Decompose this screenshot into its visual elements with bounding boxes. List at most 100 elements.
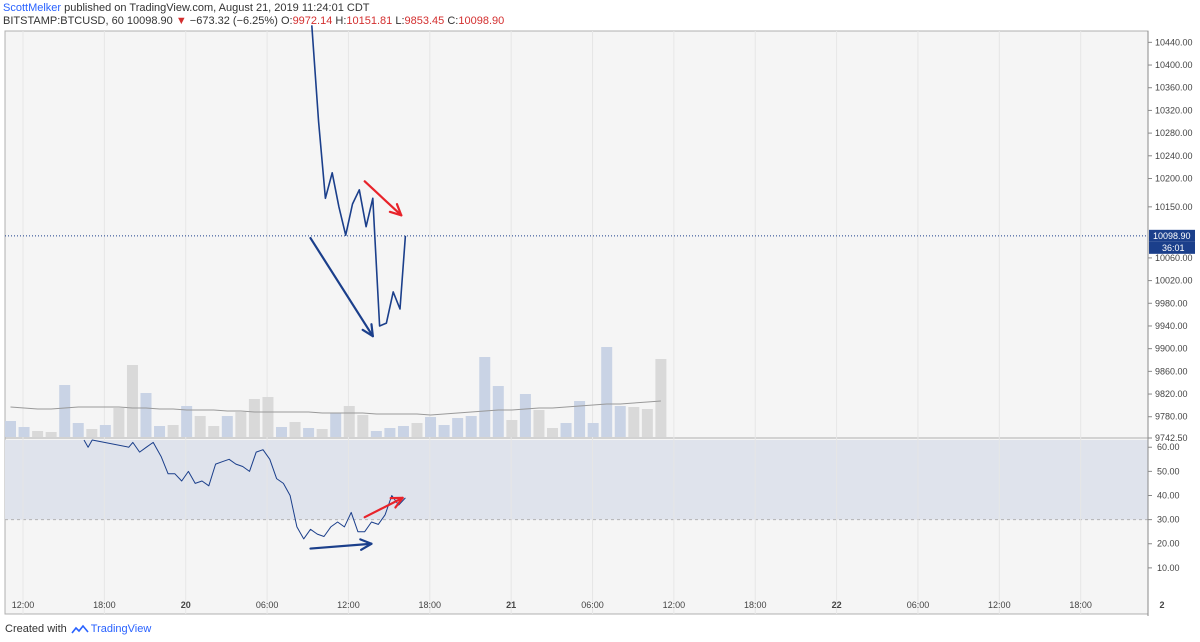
time-tick-label: 22	[832, 600, 842, 610]
volume-bar	[519, 394, 531, 437]
price-tick-label: 10440.00	[1155, 37, 1193, 47]
time-tick-label: 18:00	[419, 600, 442, 610]
low-label: L:	[395, 15, 405, 27]
volume-bar	[370, 431, 382, 437]
volume-bar	[181, 406, 193, 437]
high-label: H:	[335, 15, 347, 27]
volume-bar	[465, 416, 477, 437]
volume-bar	[357, 415, 369, 437]
price-line	[311, 25, 407, 327]
volume-bar	[655, 359, 667, 437]
price-tick-label: 10060.00	[1155, 253, 1193, 263]
open-label: O:	[280, 15, 293, 27]
volume-bar	[330, 413, 342, 437]
price-tick-label: 9820.00	[1155, 389, 1188, 399]
price-tick-label: 9900.00	[1155, 344, 1188, 354]
symbol-label: BITSTAMP:BTCUSD, 60	[3, 15, 124, 27]
open-value: 9972.14	[292, 15, 333, 27]
volume-bar	[343, 406, 355, 437]
high-value: 10151.81	[346, 15, 393, 27]
volume-bar	[574, 401, 586, 437]
volume-bar	[289, 422, 301, 437]
volume-bar	[32, 431, 44, 437]
volume-bar	[614, 406, 626, 437]
last-price: 10098.90	[126, 15, 173, 27]
countdown-label: 36:01	[1162, 243, 1185, 253]
time-tick-label: 12:00	[12, 600, 35, 610]
rsi-tick-label: 60.00	[1157, 442, 1180, 452]
volume-bar	[587, 423, 599, 437]
volume-bar	[316, 429, 328, 437]
rsi-red-arrow-head	[389, 496, 404, 509]
time-tick-label: 06:00	[907, 600, 930, 610]
down-arrow-icon: ▼	[175, 15, 187, 27]
rsi-tick-label: 40.00	[1157, 490, 1180, 500]
volume-ma-line	[10, 400, 661, 416]
volume-bar	[235, 412, 247, 437]
volume-bar	[72, 423, 84, 437]
volume-bar	[45, 432, 57, 437]
volume-bar	[438, 425, 450, 437]
rsi-tick-label: 50.00	[1157, 466, 1180, 476]
close-label: C:	[447, 15, 459, 27]
volume-bar	[452, 418, 464, 437]
tradingview-brand[interactable]: TradingView	[90, 623, 152, 635]
price-blue-arrow-head	[361, 323, 374, 338]
rsi-tick-label: 20.00	[1157, 539, 1180, 549]
time-tick-label: 18:00	[93, 600, 116, 610]
price-tick-label: 9980.00	[1155, 298, 1188, 308]
volume-bar	[86, 429, 98, 437]
price-tick-label: 10150.00	[1155, 202, 1193, 212]
price-tick-label: 10200.00	[1155, 173, 1193, 183]
time-tick-label: 18:00	[744, 600, 767, 610]
volume-bar	[397, 426, 409, 437]
volume-bar	[425, 417, 437, 437]
rsi-blue-arrow-shaft	[309, 542, 373, 550]
price-tick-label: 9742.50	[1155, 433, 1188, 443]
price-tick-label: 10360.00	[1155, 83, 1193, 93]
change-value: −673.32 (−6.25%)	[189, 15, 278, 27]
close-value: 10098.90	[458, 15, 505, 27]
volume-bar	[276, 427, 287, 437]
price-red-arrow-shaft	[363, 180, 403, 217]
created-with-label: Created with	[5, 623, 67, 635]
price-tick-label: 9780.00	[1155, 412, 1188, 422]
volume-bar	[641, 409, 653, 437]
time-tick-label: 06:00	[256, 600, 279, 610]
last-price-tag	[1149, 229, 1195, 242]
volume-bar	[492, 386, 504, 437]
volume-bar	[560, 423, 572, 437]
volume-bar	[5, 421, 16, 437]
volume-bar	[303, 428, 315, 437]
price-tick-label: 9860.00	[1155, 366, 1188, 376]
time-tick-label: 21	[506, 600, 516, 610]
tradingview-logo-icon	[71, 624, 89, 633]
volume-bar	[126, 365, 138, 437]
volume-bar	[506, 420, 518, 437]
time-tick-label: 20	[181, 600, 191, 610]
volume-bar	[18, 427, 30, 437]
volume-bar	[479, 357, 491, 437]
price-tick-label: 10240.00	[1155, 151, 1193, 161]
volume-bar	[167, 425, 179, 437]
rsi-line	[83, 439, 406, 540]
volume-bar	[194, 416, 206, 437]
author-link[interactable]: ScottMelker	[3, 2, 62, 14]
time-tick-label: 18:00	[1069, 600, 1092, 610]
last-price-tag-label: 10098.90	[1153, 231, 1191, 241]
volume-bar	[384, 428, 396, 437]
volume-bar	[411, 423, 423, 437]
ohlc-legend: BITSTAMP:BTCUSD, 60 10098.90 ▼ −673.32 (…	[3, 15, 504, 27]
rsi-tick-label: 10.00	[1157, 563, 1180, 573]
price-pane	[4, 30, 1149, 439]
volume-bar	[59, 385, 71, 437]
volume-bar	[208, 426, 220, 437]
volume-bar	[113, 408, 125, 437]
rsi-blue-arrow-head	[359, 538, 373, 551]
volume-bar	[628, 407, 640, 437]
volume-bar	[547, 428, 558, 437]
time-tick-label: 06:00	[581, 600, 604, 610]
price-red-arrow-head	[388, 203, 403, 217]
volume-bar	[140, 393, 152, 437]
